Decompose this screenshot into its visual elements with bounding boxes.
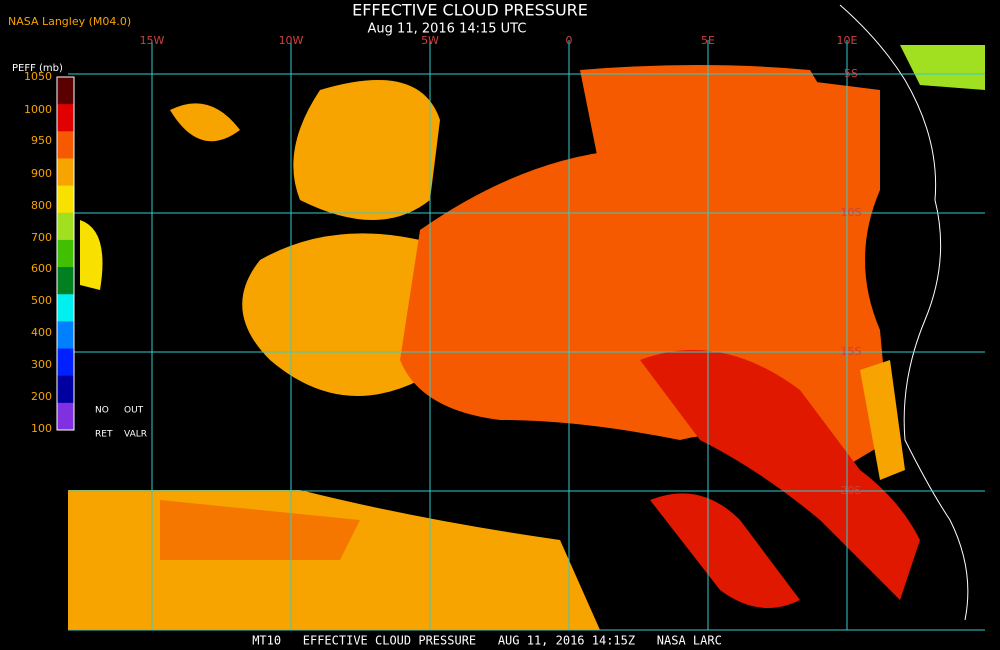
colorbar-swatch: [57, 239, 74, 268]
longitude-label: 10E: [837, 34, 858, 47]
colorbar: [56, 76, 75, 431]
latitude-label: 5S: [844, 67, 858, 80]
legend-note: NO: [95, 406, 109, 416]
latitude-label: 15S: [841, 345, 862, 358]
colorbar-swatch: [57, 104, 74, 132]
longitude-label: 10W: [279, 34, 304, 47]
legend-note: RET: [95, 430, 113, 440]
legend-note: OUT: [124, 406, 144, 416]
colorbar-swatch: [57, 77, 74, 105]
colorbar-swatch: [57, 348, 74, 377]
colorbar-tick-label: 300: [31, 358, 52, 371]
colorbar-tick-label: 800: [31, 199, 52, 212]
colorbar-tick-label: 950: [31, 134, 52, 147]
colorbar-tick-label: 600: [31, 262, 52, 275]
colorbar-swatch: [57, 212, 74, 241]
colorbar-tick-label: 400: [31, 326, 52, 339]
longitude-label: 5W: [421, 34, 439, 47]
latitude-label: 10S: [841, 206, 862, 219]
colorbar-swatch: [57, 402, 74, 431]
latitude-label: 20S: [841, 484, 862, 497]
colorbar-tick-label: 900: [31, 167, 52, 180]
footer: MT10 EFFECTIVE CLOUD PRESSURE AUG 11, 20…: [252, 634, 722, 648]
colorbar-tick-label: 700: [31, 231, 52, 244]
colorbar-swatch: [57, 294, 74, 322]
title: EFFECTIVE CLOUD PRESSURE: [352, 1, 588, 20]
longitude-label: 0: [566, 34, 573, 47]
coastline: [839, 4, 969, 621]
colorbar-tick-label: 1000: [24, 103, 52, 116]
colorbar-tick-label: 1050: [24, 70, 52, 83]
longitude-label: 5E: [701, 34, 715, 47]
longitude-label: 15W: [140, 34, 165, 47]
colorbar-swatch: [57, 185, 74, 214]
colorbar-swatch: [57, 131, 74, 159]
source: NASA Langley (M04.0): [8, 15, 131, 28]
legend-note: VALR: [124, 430, 147, 440]
colorbar-swatch: [57, 321, 74, 350]
colorbar-swatch: [57, 158, 74, 187]
legend-label: PEFF (mb): [12, 63, 63, 74]
colorbar-swatch: [57, 267, 74, 295]
colorbar-frame: [56, 76, 75, 431]
colorbar-swatch: [57, 375, 74, 404]
cloud-field: [68, 45, 985, 630]
grid: [68, 40, 985, 631]
colorbar-tick-label: 100: [31, 422, 52, 435]
subtitle: Aug 11, 2016 14:15 UTC: [368, 22, 527, 37]
colorbar-tick-label: 200: [31, 390, 52, 403]
colorbar-tick-label: 500: [31, 294, 52, 307]
